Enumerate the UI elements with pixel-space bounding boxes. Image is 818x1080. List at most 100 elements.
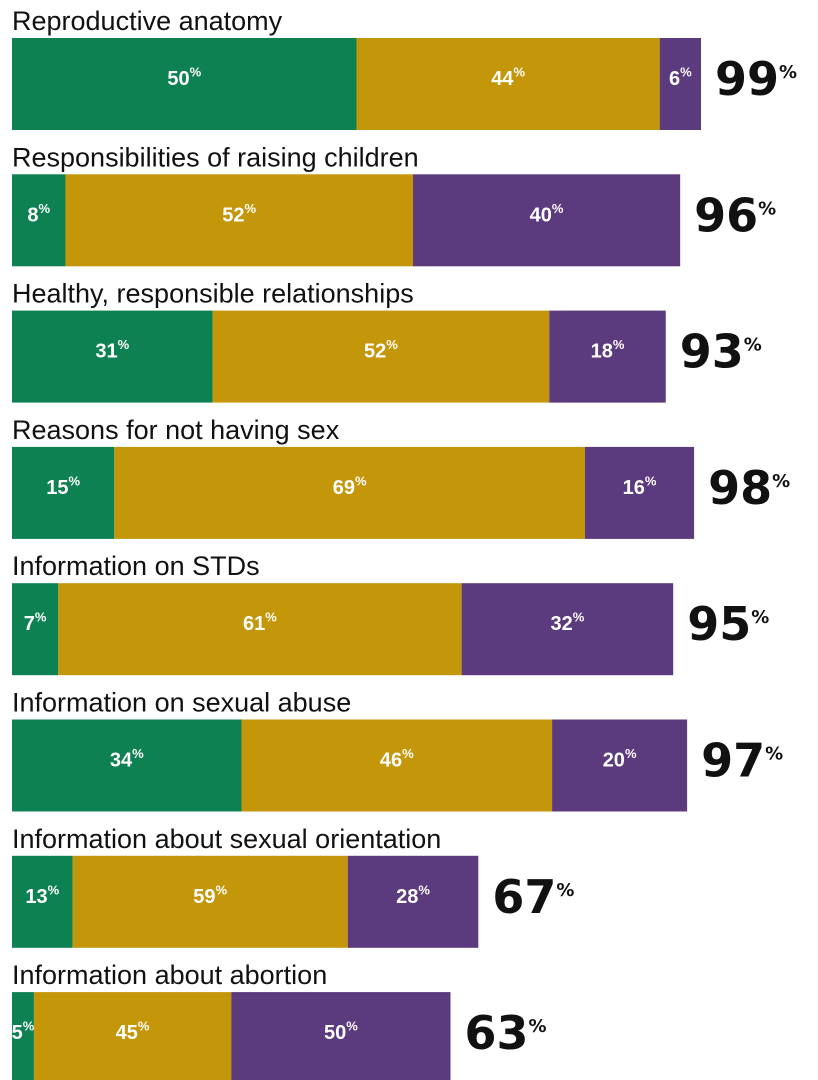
value-label: 7% xyxy=(24,610,47,635)
total-label: 97% xyxy=(701,733,783,787)
unit: % xyxy=(744,335,762,356)
value: 31 xyxy=(95,341,117,363)
unit: % xyxy=(573,610,585,625)
unit: % xyxy=(48,883,60,898)
unit: % xyxy=(552,201,564,216)
value: 6 xyxy=(669,68,680,90)
value-label: 69% xyxy=(333,474,367,499)
value: 50 xyxy=(324,1022,346,1044)
unit: % xyxy=(386,338,398,353)
value: 8 xyxy=(27,205,38,227)
category-label: Information on sexual abuse xyxy=(12,688,351,718)
value-label: 61% xyxy=(243,610,277,635)
value: 69 xyxy=(333,477,355,499)
value: 40 xyxy=(530,205,552,227)
total-label: 99% xyxy=(715,52,797,106)
unit: % xyxy=(613,338,625,353)
unit: % xyxy=(625,746,637,761)
value-label: 28% xyxy=(396,883,430,908)
bar-segment xyxy=(12,855,73,948)
value: 28 xyxy=(396,886,418,908)
value: 61 xyxy=(243,613,265,635)
bar-segment xyxy=(12,583,59,676)
category-label: Information about sexual orientation xyxy=(12,824,441,854)
value-label: 52% xyxy=(222,201,256,226)
unit: % xyxy=(190,65,202,80)
value: 45 xyxy=(116,1022,138,1044)
unit: % xyxy=(758,198,776,219)
value-label: 8% xyxy=(27,201,50,226)
unit: % xyxy=(772,471,790,492)
unit: % xyxy=(132,746,144,761)
unit: % xyxy=(765,744,783,765)
bar-segment xyxy=(659,38,702,130)
value-label: 50% xyxy=(167,65,201,90)
unit: % xyxy=(645,474,657,489)
total-label: 63% xyxy=(464,1006,546,1060)
value: 16 xyxy=(623,477,645,499)
value-label: 45% xyxy=(116,1019,150,1044)
value-label: 40% xyxy=(530,201,564,226)
value-label: 52% xyxy=(364,338,398,363)
bar-segment xyxy=(12,719,242,812)
unit: % xyxy=(138,1019,150,1034)
value-label: 5% xyxy=(12,1019,35,1044)
value: 59 xyxy=(193,886,215,908)
total-label: 67% xyxy=(492,869,574,923)
value: 50 xyxy=(167,68,189,90)
bar-segment xyxy=(12,446,115,539)
unit: % xyxy=(265,610,277,625)
bar-segment xyxy=(549,310,666,403)
value: 32 xyxy=(551,613,573,635)
unit: % xyxy=(779,62,797,83)
value-label: 34% xyxy=(110,746,144,771)
unit: % xyxy=(418,883,430,898)
bar-segment xyxy=(356,38,660,130)
value-label: 32% xyxy=(551,610,585,635)
bar-segment xyxy=(12,174,66,267)
value: 44 xyxy=(491,68,514,90)
bar-segment xyxy=(114,446,585,539)
unit: % xyxy=(556,880,574,901)
value: 97 xyxy=(701,733,765,787)
unit: % xyxy=(751,607,769,628)
bar-segment xyxy=(412,174,681,267)
value: 18 xyxy=(591,341,613,363)
value: 95 xyxy=(687,597,751,651)
value-label: 46% xyxy=(380,746,414,771)
value-label: 44% xyxy=(491,65,525,90)
value-label: 31% xyxy=(95,338,129,363)
total-label: 96% xyxy=(694,188,776,242)
category-label: Reasons for not having sex xyxy=(12,415,340,445)
unit: % xyxy=(39,201,51,216)
value: 99 xyxy=(715,52,779,106)
value: 96 xyxy=(694,188,758,242)
unit: % xyxy=(402,746,414,761)
category-label: Responsibilities of raising children xyxy=(12,142,419,172)
unit: % xyxy=(23,1019,35,1034)
value: 46 xyxy=(380,750,402,772)
value: 15 xyxy=(46,477,68,499)
bar-segment xyxy=(65,174,413,267)
value: 52 xyxy=(364,341,386,363)
value: 93 xyxy=(680,324,744,378)
value: 7 xyxy=(24,613,35,635)
value: 5 xyxy=(12,1022,23,1044)
unit: % xyxy=(528,1016,546,1037)
bar-segment xyxy=(33,992,232,1080)
bar-segment xyxy=(58,583,462,676)
value-label: 50% xyxy=(324,1019,358,1044)
value: 34 xyxy=(110,750,133,772)
value: 67 xyxy=(492,869,556,923)
value-label: 6% xyxy=(669,65,692,90)
value-label: 59% xyxy=(193,883,227,908)
total-label: 93% xyxy=(680,324,762,378)
bar-segment xyxy=(241,719,553,812)
category-label: Information about abortion xyxy=(12,960,327,990)
bar-segment xyxy=(584,446,695,539)
unit: % xyxy=(245,201,257,216)
value-label: 13% xyxy=(25,883,59,908)
category-label: Reproductive anatomy xyxy=(12,6,283,36)
